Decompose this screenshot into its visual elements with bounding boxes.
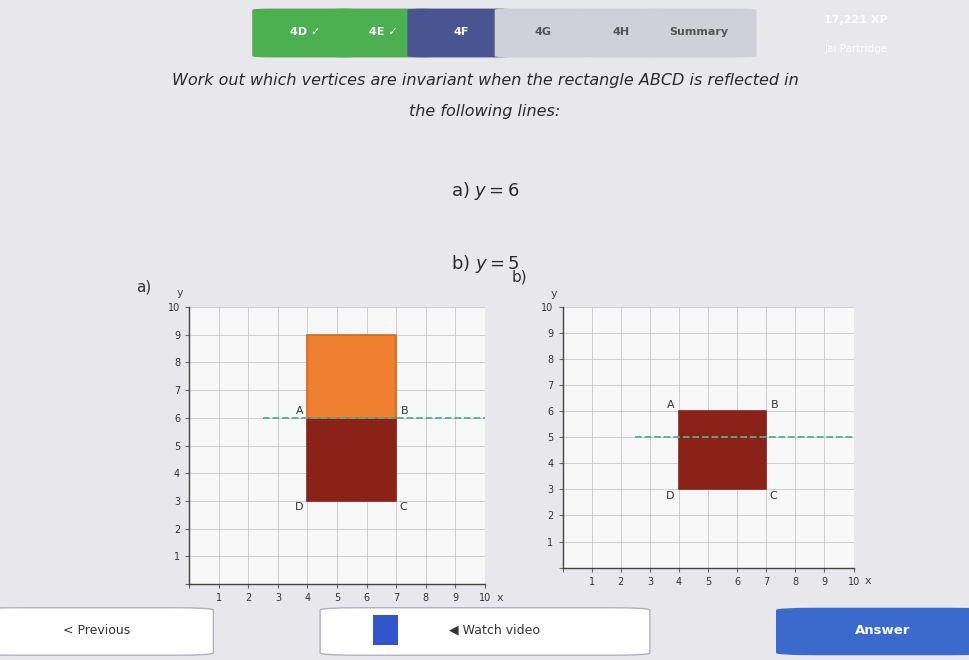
Text: ◀ Watch video: ◀ Watch video xyxy=(449,624,540,637)
Text: A: A xyxy=(296,407,302,416)
Text: 4E ✓: 4E ✓ xyxy=(368,26,397,37)
FancyBboxPatch shape xyxy=(252,9,359,57)
Text: 4H: 4H xyxy=(611,26,629,37)
Text: D: D xyxy=(666,490,673,501)
Bar xyxy=(307,418,395,501)
Text: 4G: 4G xyxy=(534,26,551,37)
Text: the following lines:: the following lines: xyxy=(409,104,560,119)
FancyBboxPatch shape xyxy=(640,9,756,57)
Bar xyxy=(678,411,766,490)
Text: a) $y = 6$: a) $y = 6$ xyxy=(451,180,518,203)
Text: Answer: Answer xyxy=(854,624,910,637)
Text: y: y xyxy=(550,289,556,299)
Text: Work out which vertices are invariant when the rectangle ABCD is reflected in: Work out which vertices are invariant wh… xyxy=(172,73,797,88)
Text: y: y xyxy=(176,288,183,298)
Text: a): a) xyxy=(136,280,151,294)
Text: A: A xyxy=(667,400,673,410)
Text: C: C xyxy=(399,502,407,512)
FancyBboxPatch shape xyxy=(0,608,213,655)
Text: B: B xyxy=(400,407,408,416)
FancyBboxPatch shape xyxy=(775,608,969,655)
FancyBboxPatch shape xyxy=(320,608,649,655)
Text: Jai Partridge: Jai Partridge xyxy=(824,44,887,55)
FancyBboxPatch shape xyxy=(494,9,591,57)
Text: b): b) xyxy=(511,270,526,284)
Text: x: x xyxy=(496,593,503,603)
Text: B: B xyxy=(769,400,777,410)
Text: D: D xyxy=(295,502,302,512)
Text: b) $y = 5$: b) $y = 5$ xyxy=(451,253,518,275)
Bar xyxy=(307,335,395,418)
Text: 17,221 XP: 17,221 XP xyxy=(824,15,888,25)
FancyBboxPatch shape xyxy=(407,9,514,57)
Text: x: x xyxy=(864,576,870,585)
FancyBboxPatch shape xyxy=(572,9,669,57)
FancyBboxPatch shape xyxy=(329,9,436,57)
Text: C: C xyxy=(768,490,776,501)
Text: Summary: Summary xyxy=(669,26,727,37)
Text: < Previous: < Previous xyxy=(63,624,131,637)
FancyBboxPatch shape xyxy=(373,615,397,645)
Text: 4F: 4F xyxy=(453,26,468,37)
Text: 4D ✓: 4D ✓ xyxy=(290,26,321,37)
